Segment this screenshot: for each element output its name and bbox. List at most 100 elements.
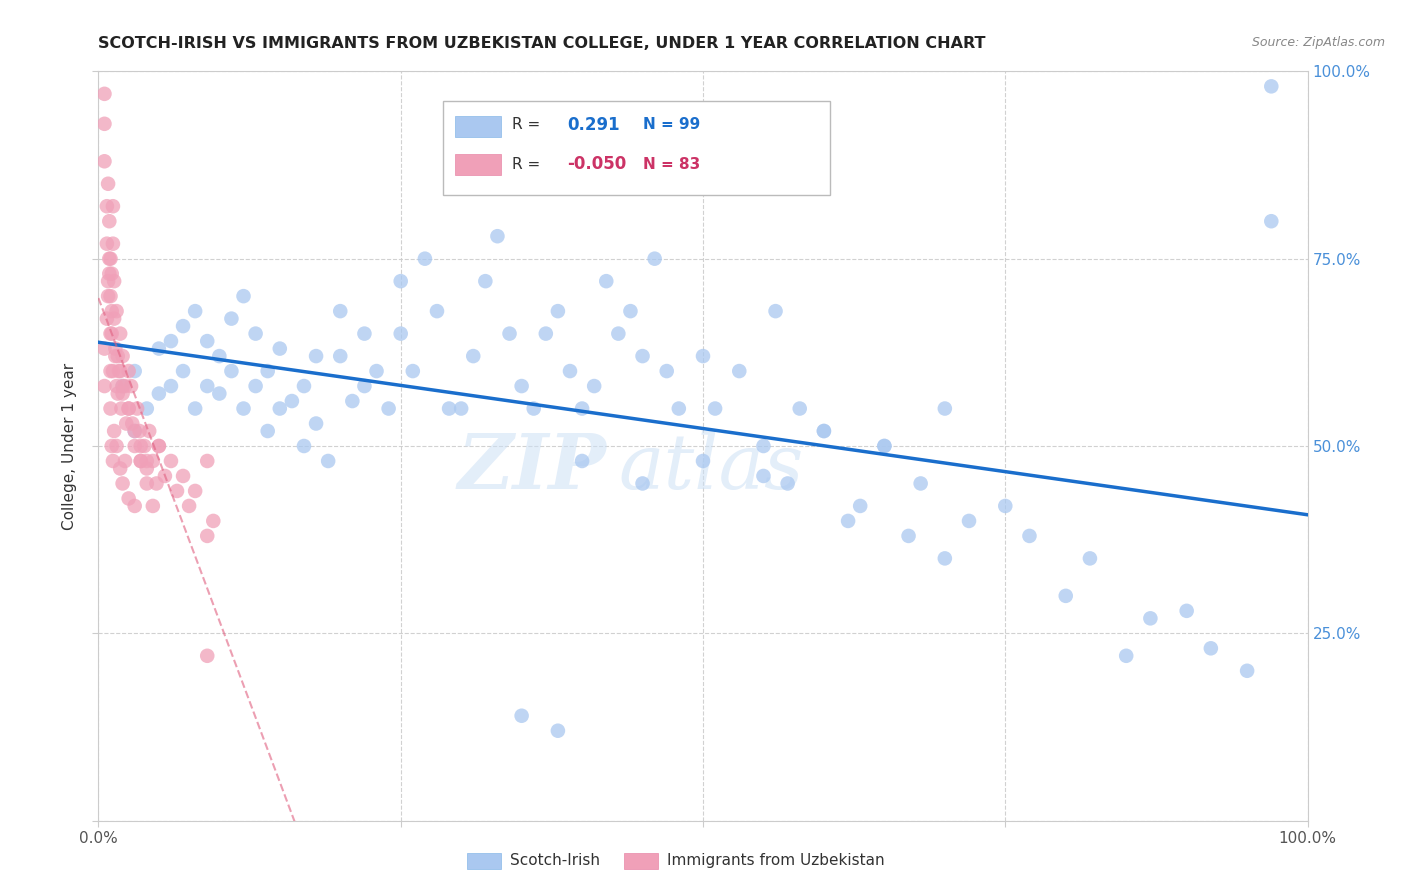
Point (269, 401, 291, 416)
Point (752, 439, 775, 453)
Point (389, 274, 412, 288)
Text: R =: R = (512, 117, 546, 132)
Y-axis label: College, Under 1 year: College, Under 1 year (62, 362, 77, 530)
Point (100, 326, 122, 341)
Point (1175, 604, 1198, 618)
Point (631, 476, 654, 491)
Point (129, 454, 152, 468)
Point (98, 267, 121, 281)
Point (281, 394, 304, 409)
Point (221, 364, 243, 378)
Point (111, 476, 134, 491)
Point (118, 401, 141, 416)
Point (100, 326, 122, 341)
Point (1260, 79, 1282, 94)
Text: atlas: atlas (619, 432, 804, 506)
Point (1260, 214, 1282, 228)
Point (93, 379, 115, 393)
Point (153, 469, 176, 483)
Point (353, 326, 375, 341)
Point (100, 267, 122, 281)
Point (160, 454, 183, 468)
Point (124, 424, 146, 438)
Point (129, 454, 152, 468)
Point (558, 364, 581, 378)
Point (138, 424, 160, 438)
FancyBboxPatch shape (467, 853, 501, 870)
Point (103, 424, 125, 438)
Point (110, 401, 132, 416)
Point (128, 424, 150, 438)
Point (523, 401, 546, 416)
FancyBboxPatch shape (443, 102, 830, 195)
Point (142, 499, 165, 513)
Point (994, 499, 1017, 513)
Point (135, 476, 157, 491)
Point (752, 469, 775, 483)
Point (668, 401, 690, 416)
Point (202, 514, 225, 528)
Point (172, 469, 194, 483)
Point (104, 342, 127, 356)
Point (510, 379, 533, 393)
Point (108, 461, 131, 475)
Text: N = 99: N = 99 (643, 117, 700, 132)
Text: R =: R = (512, 157, 546, 172)
Point (118, 401, 141, 416)
Point (813, 424, 835, 438)
Point (692, 454, 714, 468)
Point (184, 401, 207, 416)
Point (100, 439, 122, 453)
Point (607, 326, 630, 341)
Point (849, 499, 872, 513)
Point (100, 401, 122, 416)
Point (166, 483, 188, 498)
Point (93, 87, 115, 101)
Point (644, 252, 666, 266)
Point (547, 723, 569, 738)
Text: N = 83: N = 83 (643, 157, 700, 172)
Point (101, 236, 124, 251)
Point (134, 439, 156, 453)
Point (426, 304, 449, 318)
Point (437, 401, 460, 416)
Point (813, 424, 835, 438)
Point (108, 364, 131, 378)
Point (101, 454, 124, 468)
Point (195, 648, 218, 663)
Point (111, 379, 134, 393)
Point (195, 334, 218, 348)
Point (486, 229, 509, 244)
Point (93, 117, 115, 131)
Point (789, 401, 811, 416)
Point (142, 454, 165, 468)
FancyBboxPatch shape (624, 853, 658, 870)
Point (98, 214, 121, 228)
Point (413, 252, 436, 266)
Point (105, 379, 128, 393)
Point (129, 439, 152, 453)
Point (98, 252, 121, 266)
Point (269, 342, 291, 356)
Text: 0.291: 0.291 (568, 116, 620, 134)
Point (195, 379, 218, 393)
Point (292, 379, 315, 393)
Point (124, 424, 146, 438)
Point (329, 304, 352, 318)
Point (510, 708, 533, 723)
Point (619, 304, 641, 318)
Point (93, 154, 115, 169)
Point (148, 439, 170, 453)
Point (103, 274, 125, 288)
Point (96, 236, 118, 251)
Point (120, 379, 142, 393)
Point (104, 349, 127, 363)
Point (160, 379, 183, 393)
Point (631, 349, 654, 363)
Point (305, 417, 328, 431)
Point (571, 454, 593, 468)
Text: -0.050: -0.050 (568, 155, 627, 173)
Point (1115, 648, 1137, 663)
Point (124, 499, 146, 513)
Point (910, 476, 932, 491)
